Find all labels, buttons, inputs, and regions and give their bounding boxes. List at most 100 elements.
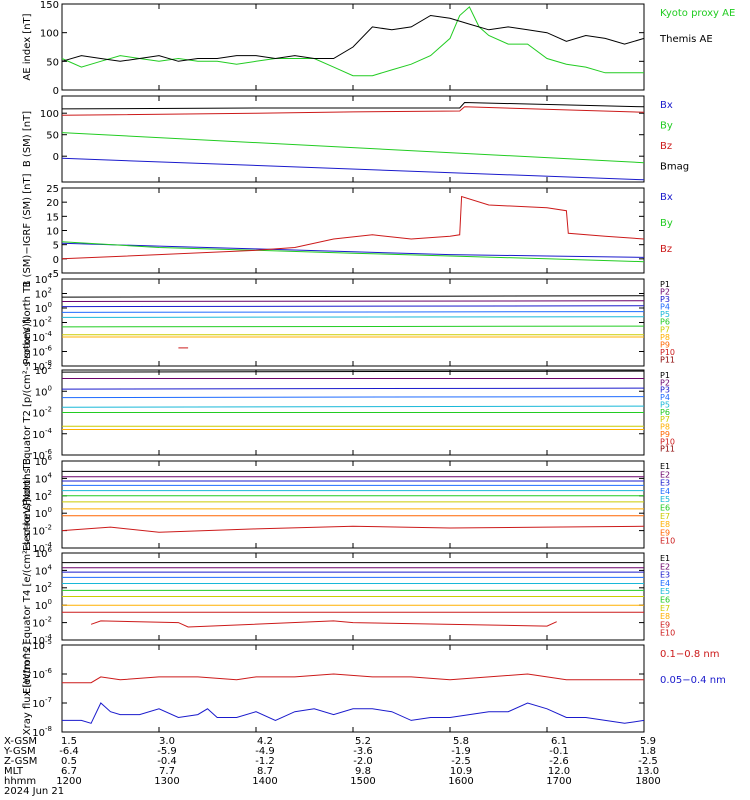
legend-entry: Kyoto proxy AE <box>660 8 735 19</box>
footer-value: 5.8 <box>453 736 469 747</box>
legend-entry: E4 <box>660 487 670 496</box>
footer-value: 6.7 <box>61 766 77 777</box>
footer-value: 7.7 <box>159 766 175 777</box>
footer-value: 1500 <box>350 776 376 787</box>
legend-entry: P5 <box>660 310 670 319</box>
footer-value: -6.4 <box>59 746 79 757</box>
y-tick-label: 106 <box>35 546 53 560</box>
legend-entry: E7 <box>660 604 670 613</box>
series-line <box>62 702 645 724</box>
legend-entry: E4 <box>660 579 670 588</box>
panel-frame <box>61 644 645 733</box>
legend-entry: Themis AE <box>659 34 713 45</box>
legend-entry: P6 <box>660 408 670 417</box>
legend-entry: Bz <box>660 141 672 152</box>
legend-entry: E10 <box>660 537 675 546</box>
footer-label: hhmm <box>4 776 37 787</box>
footer-value: 10.9 <box>449 766 473 777</box>
series-line <box>61 525 645 533</box>
y-tick-label: 10-5 <box>32 638 52 652</box>
y-tick-label: 10-2 <box>32 316 52 330</box>
series-line <box>61 387 645 390</box>
series-line <box>61 325 645 328</box>
y-axis-title: B (SM) [nT] <box>22 111 33 167</box>
footer-value: 5.2 <box>355 736 371 747</box>
y-tick-label: 20 <box>46 198 59 209</box>
y-tick-label: 100 <box>35 598 52 612</box>
series-line <box>61 405 645 408</box>
y-tick-label: 50 <box>46 57 59 68</box>
footer-value: 6.1 <box>551 736 567 747</box>
footer-value: 1600 <box>448 776 474 787</box>
legend-entry: E2 <box>660 562 670 571</box>
y-tick-label: -5 <box>49 269 59 280</box>
series-line <box>61 316 645 318</box>
legend-entry: P1 <box>660 371 670 380</box>
legend-entry: Bx <box>660 100 673 111</box>
series-line <box>61 300 645 302</box>
legend-entry: P10 <box>660 437 675 446</box>
footer-label: Y-GSM <box>4 746 36 757</box>
footer-value: 12.0 <box>547 766 571 777</box>
footer-value: 8.7 <box>257 766 273 777</box>
y-tick-label: 0 <box>53 152 59 163</box>
y-tick-label: 104 <box>35 471 53 485</box>
footer-value: 1300 <box>154 776 180 787</box>
legend-entry: Bmag <box>660 162 689 173</box>
y-axis-title: Electrons North T3 <box>22 458 33 551</box>
legend-entry: P9 <box>660 340 670 349</box>
footer-value: -2.5 <box>638 756 658 767</box>
y-tick-label: 100 <box>35 301 52 315</box>
legend-entry: P7 <box>660 415 670 424</box>
legend-entry: P9 <box>660 430 670 439</box>
y-tick-label: 50 <box>46 131 59 142</box>
y-tick-label: 25 <box>46 184 59 195</box>
legend-entry: E6 <box>660 504 670 513</box>
legend-entry: E5 <box>660 587 670 596</box>
footer-value: 5.9 <box>640 736 656 747</box>
legend-entry: P6 <box>660 318 670 327</box>
legend-entry: 0.1−0.8 nm <box>660 649 719 660</box>
footer-value: 1.8 <box>640 746 656 757</box>
footer-row-hhmm: hhmm 1200 1300 1400 1500 1600 1700 1800 <box>4 776 746 787</box>
legend-entry: E3 <box>660 571 670 580</box>
footer-value: 13.0 <box>636 766 660 777</box>
footer-value: -3.6 <box>353 746 373 757</box>
y-tick-label: 150 <box>40 0 59 11</box>
footer-value: -2.5 <box>451 756 471 767</box>
footer-value: 1.5 <box>61 736 77 747</box>
series-line <box>61 6 644 77</box>
footer-value: 0.5 <box>61 756 77 767</box>
footer-value: 1700 <box>546 776 572 787</box>
series-line <box>61 305 645 308</box>
legend-entry: P11 <box>660 445 675 454</box>
legend-entry: Bx <box>660 192 673 203</box>
footer-row-ygsm: Y-GSM -6.4 -5.9 -4.9 -3.6 -1.9 -0.1 1.8 <box>4 746 746 757</box>
legend-entry: E7 <box>660 512 670 521</box>
series-line <box>61 242 645 258</box>
legend-entry: P5 <box>660 400 670 409</box>
footer-label: MLT <box>4 766 23 777</box>
footer-value: -1.2 <box>255 756 275 767</box>
series-line <box>61 101 645 110</box>
y-tick-label: 15 <box>46 212 59 223</box>
footer-row-xgsm: X-GSM 1.5 3.0 4.2 5.2 5.8 6.1 5.9 <box>4 736 746 747</box>
legend-entry: P4 <box>660 393 670 402</box>
legend-entry: E1 <box>660 554 670 563</box>
footer-row-mlt: MLT 6.7 7.7 8.7 9.8 10.9 12.0 13.0 <box>4 766 746 777</box>
y-tick-label: 10-4 <box>32 427 52 441</box>
legend-entry: P7 <box>660 325 670 334</box>
series-line <box>61 311 645 313</box>
footer-value: 1200 <box>56 776 82 787</box>
legend-entry: P10 <box>660 348 675 357</box>
y-tick-label: 10-6 <box>32 667 52 681</box>
y-tick-label: 100 <box>40 109 59 120</box>
y-tick-label: 102 <box>35 489 52 503</box>
series-line <box>90 620 557 628</box>
footer-value: -0.1 <box>549 746 569 757</box>
legend-entry: P8 <box>660 423 670 432</box>
y-axis-title: B (SM)−IGRF (SM) [nT] <box>22 173 33 287</box>
footer-row-zgsm: Z-GSM 0.5 -0.4 -1.2 -2.0 -2.5 -2.6 -2.5 <box>4 756 746 767</box>
y-tick-label: 100 <box>35 506 52 520</box>
